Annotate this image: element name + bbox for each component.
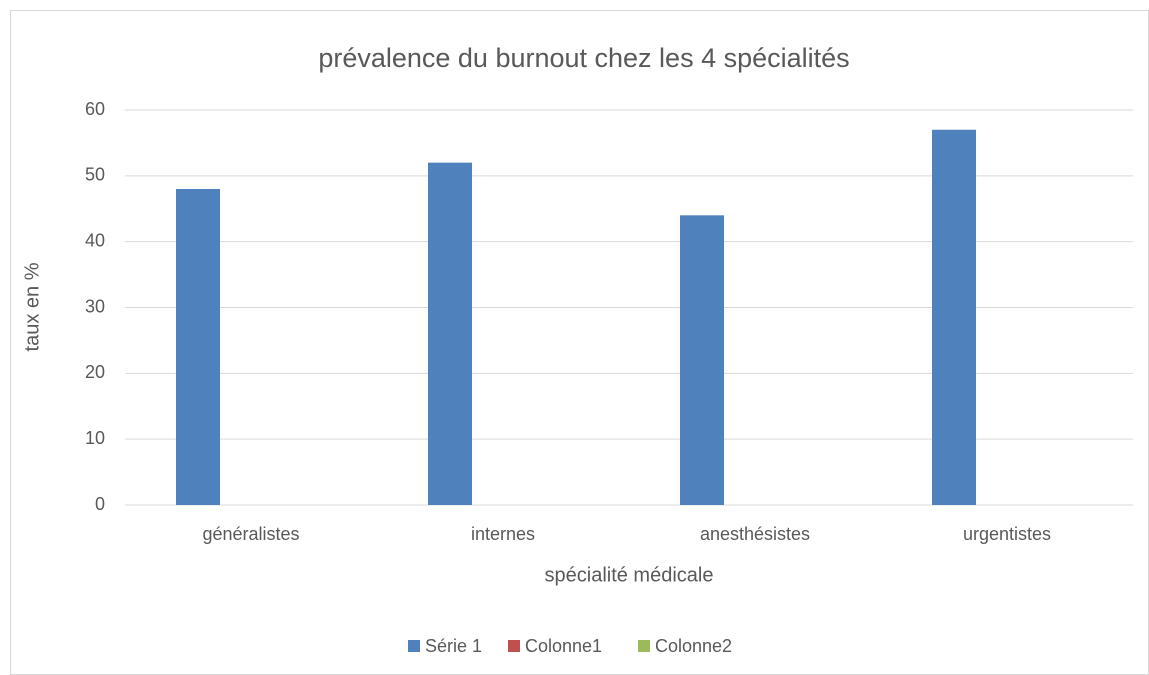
y-tick-label: 50: [85, 165, 105, 185]
y-tick-label: 30: [85, 296, 105, 316]
x-tick-label: généralistes: [202, 524, 299, 544]
x-axis-label: spécialité médicale: [545, 564, 714, 586]
y-tick-label: 60: [85, 99, 105, 119]
y-axis-label: taux en %: [21, 262, 43, 351]
y-tick-label: 0: [95, 494, 105, 514]
legend-swatch: [508, 640, 520, 652]
legend-swatch: [638, 640, 650, 652]
legend-label: Série 1: [425, 636, 482, 656]
legend-label: Colonne2: [655, 636, 732, 656]
chart-title: prévalence du burnout chez les 4 spécial…: [318, 43, 849, 73]
y-tick-label: 20: [85, 362, 105, 382]
x-tick-label: urgentistes: [963, 524, 1051, 544]
bar: [428, 162, 472, 505]
bar: [932, 129, 976, 505]
legend-swatch: [408, 640, 420, 652]
legend-label: Colonne1: [525, 636, 602, 656]
x-tick-label: internes: [471, 524, 535, 544]
bar: [176, 189, 220, 505]
bar: [680, 215, 724, 506]
y-tick-label: 40: [85, 230, 105, 250]
x-tick-label: anesthésistes: [700, 524, 810, 544]
y-tick-label: 10: [85, 428, 105, 448]
